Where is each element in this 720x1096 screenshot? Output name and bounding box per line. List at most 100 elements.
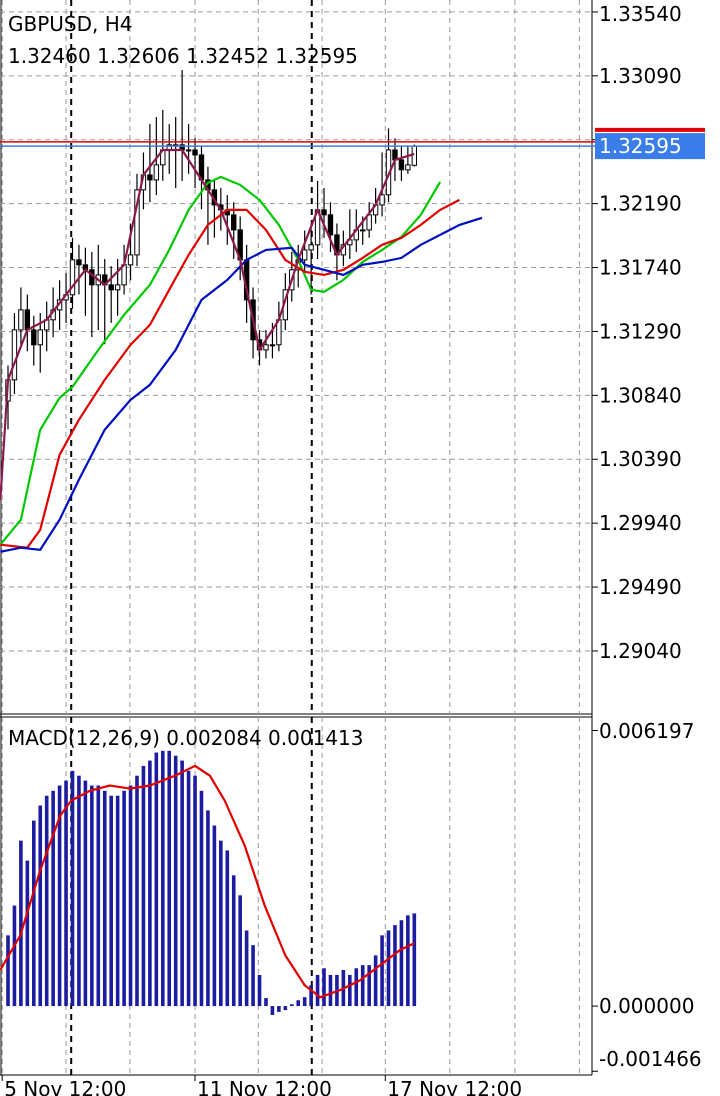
ask-marker xyxy=(595,127,705,132)
histogram-bar xyxy=(199,790,204,1007)
y-tick-label: -0.001466 xyxy=(599,1047,702,1071)
y-tick-label: 1.29490 xyxy=(599,575,682,599)
indicator-line xyxy=(0,148,415,500)
histogram-bar xyxy=(270,1006,275,1015)
histogram-bar xyxy=(412,913,417,1007)
histogram-bar xyxy=(212,825,217,1007)
histogram-bar xyxy=(135,775,139,1007)
histogram-bar xyxy=(173,755,178,1007)
candle-body xyxy=(321,209,327,216)
candle-body xyxy=(379,194,385,206)
candle-body xyxy=(231,214,237,231)
histogram-bar xyxy=(219,840,223,1007)
candle-body xyxy=(153,164,160,181)
histogram-bar xyxy=(360,965,365,1007)
candle-body xyxy=(405,164,411,171)
histogram-bar xyxy=(19,840,23,1007)
candle-body xyxy=(308,244,314,251)
candle-body xyxy=(147,174,153,181)
histogram-bar xyxy=(264,998,268,1007)
histogram-bar xyxy=(399,920,404,1007)
candle-body xyxy=(185,149,192,152)
histogram-bar xyxy=(57,785,62,1007)
y-tick-label: 1.33540 xyxy=(599,2,682,26)
x-tick-label: 17 Nov 12:00 xyxy=(387,1077,522,1096)
y-tick-label: 1.30840 xyxy=(599,383,682,407)
histogram-bar xyxy=(167,750,172,1007)
y-tick-label: 1.31290 xyxy=(599,319,682,343)
y-tick-label: 0.006197 xyxy=(599,719,694,743)
histogram-bar xyxy=(154,752,159,1007)
histogram-bar xyxy=(393,925,397,1007)
histogram-bar xyxy=(90,785,94,1007)
histogram-bar xyxy=(83,780,88,1007)
candle-body xyxy=(411,145,418,166)
histogram-bar xyxy=(302,997,307,1007)
candle-body xyxy=(11,329,18,381)
y-tick-label: 1.29040 xyxy=(599,639,682,663)
candle-body xyxy=(31,329,37,346)
candle-body xyxy=(108,284,114,291)
candle-body xyxy=(398,159,405,171)
histogram-bar xyxy=(12,905,17,1007)
candle-body xyxy=(192,149,198,156)
chart-subtitle: 1.32460 1.32606 1.32452 1.32595 xyxy=(8,44,358,68)
histogram-bar xyxy=(193,775,197,1007)
y-tick-label: 1.32190 xyxy=(599,192,682,216)
histogram-bar xyxy=(251,945,255,1007)
candle-body xyxy=(18,309,24,331)
chart-title: MACD(12,26,9) 0.002084 0.001413 xyxy=(8,726,363,750)
histogram-bar xyxy=(348,974,352,1007)
candle-body xyxy=(37,329,43,346)
histogram-bar xyxy=(186,770,191,1007)
indicator-line xyxy=(0,175,442,546)
indicator-line xyxy=(0,198,461,549)
candle-body xyxy=(360,229,366,232)
histogram-bar xyxy=(206,810,210,1007)
candle-body xyxy=(76,259,82,266)
y-tick-label: 1.33090 xyxy=(599,64,682,88)
histogram-bar xyxy=(380,935,384,1007)
last-price-box xyxy=(595,133,705,160)
histogram-bar xyxy=(277,1006,281,1012)
y-tick-label: 1.30390 xyxy=(599,447,682,471)
histogram-bar xyxy=(115,795,120,1007)
histogram-bar xyxy=(70,770,75,1007)
x-tick-label: 5 Nov 12:00 xyxy=(4,1077,126,1096)
histogram-bar xyxy=(44,795,49,1007)
histogram-bar xyxy=(160,750,165,1007)
candle-body xyxy=(366,214,372,231)
histogram-bar xyxy=(373,955,378,1007)
candle-body xyxy=(263,344,269,351)
histogram-bar xyxy=(180,760,184,1007)
candle-body xyxy=(301,249,308,261)
candle-body xyxy=(269,344,276,347)
histogram-bar xyxy=(51,790,55,1007)
histogram-bar xyxy=(309,985,313,1007)
histogram-bar xyxy=(96,785,101,1007)
x-tick-label: 11 Nov 12:00 xyxy=(197,1077,332,1096)
histogram-bar xyxy=(386,930,391,1007)
candle-body xyxy=(69,259,76,296)
chart-title: GBPUSD, H4 xyxy=(8,12,133,36)
y-tick-label: 0.000000 xyxy=(599,994,694,1018)
histogram-bar xyxy=(354,968,359,1007)
histogram-bar xyxy=(238,895,242,1007)
histogram-bar xyxy=(64,780,68,1007)
histogram-bar xyxy=(31,820,36,1007)
histogram-bar xyxy=(77,775,81,1007)
histogram-bar xyxy=(367,965,371,1007)
histogram-bar xyxy=(122,790,126,1007)
indicator-line xyxy=(0,216,483,553)
candle-body xyxy=(24,309,31,331)
histogram-bar xyxy=(25,860,30,1007)
histogram-bar xyxy=(109,795,113,1007)
histogram-bar xyxy=(38,805,43,1007)
histogram-bar xyxy=(231,875,236,1007)
histogram-bar xyxy=(6,935,10,1007)
y-tick-label: 1.31740 xyxy=(599,256,682,280)
last-price-label: 1.32595 xyxy=(599,134,682,158)
